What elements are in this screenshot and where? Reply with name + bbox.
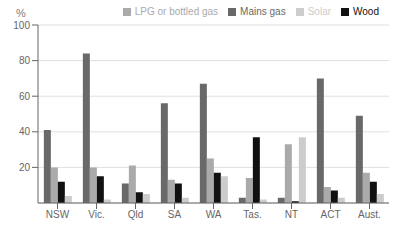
svg-text:60: 60 [19,91,31,102]
svg-text:20: 20 [19,162,31,173]
svg-text:%: % [16,7,26,19]
html-text:Mains gas: Mains gas [240,6,286,17]
svg-text:Aust.: Aust. [358,209,381,220]
svg-text:NT: NT [285,209,298,220]
svg-text:100: 100 [13,20,30,31]
svg-text:NSW: NSW [46,209,70,220]
svg-text:WA: WA [206,209,222,220]
html-text:LPG or bottled gas: LPG or bottled gas [134,6,219,17]
html-text:Wood: Wood [353,6,379,17]
svg-text:80: 80 [19,55,31,66]
svg-text:Vic.: Vic. [88,209,105,220]
svg-text:ACT: ACT [321,209,341,220]
svg-text:Tas.: Tas. [243,209,261,220]
svg-text:40: 40 [19,126,31,137]
html-text:Solar: Solar [307,6,331,17]
svg-text:SA: SA [168,209,182,220]
svg-text:Qld: Qld [128,209,144,220]
